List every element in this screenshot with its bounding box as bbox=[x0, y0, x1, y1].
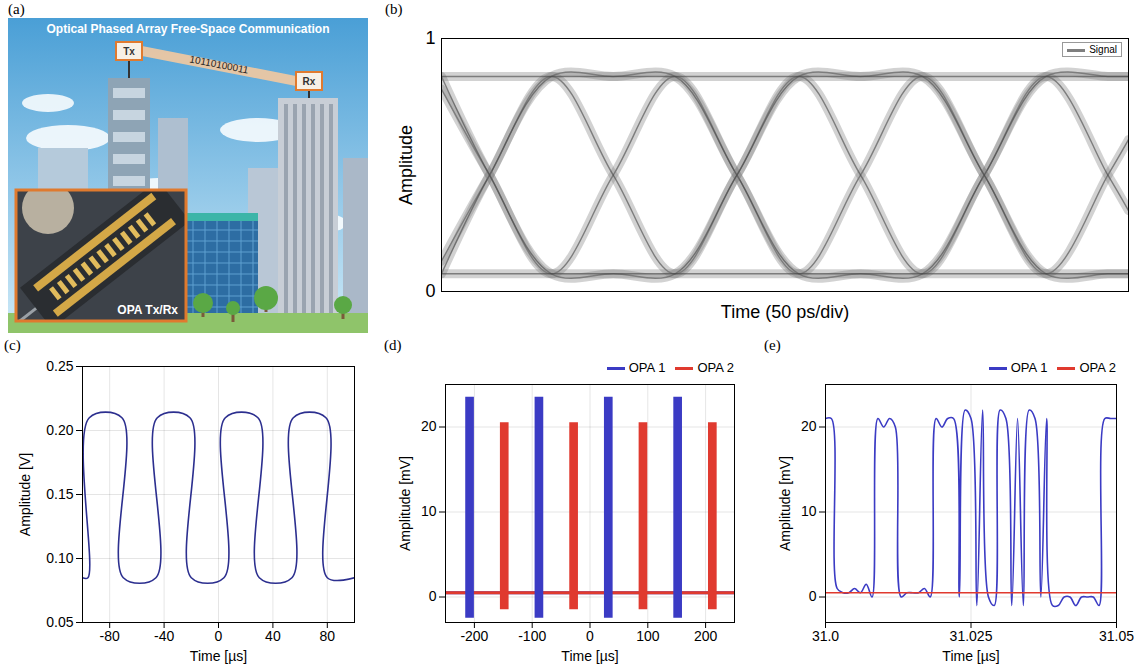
svg-text:100: 100 bbox=[636, 628, 660, 644]
svg-text:0.20: 0.20 bbox=[46, 422, 73, 438]
svg-text:0.05: 0.05 bbox=[46, 614, 73, 630]
svg-text:Time [µs]: Time [µs] bbox=[190, 648, 247, 664]
svg-text:0: 0 bbox=[425, 281, 435, 301]
svg-text:-200: -200 bbox=[460, 628, 488, 644]
svg-text:Time [µs]: Time [µs] bbox=[942, 648, 999, 664]
svg-text:Time (50 ps/div): Time (50 ps/div) bbox=[721, 302, 849, 322]
svg-text:-100: -100 bbox=[518, 628, 546, 644]
html-text:OPA 2: OPA 2 bbox=[697, 360, 734, 375]
svg-text:Amplitude: Amplitude bbox=[396, 125, 416, 205]
svg-text:31.05: 31.05 bbox=[1099, 628, 1134, 644]
html-text:OPA 2: OPA 2 bbox=[1079, 360, 1116, 375]
svg-text:31.025: 31.025 bbox=[950, 628, 993, 644]
html-text:(e): (e) bbox=[764, 337, 781, 353]
svg-text:0.15: 0.15 bbox=[46, 486, 73, 502]
svg-text:OPA Tx/Rx: OPA Tx/Rx bbox=[117, 303, 178, 317]
svg-text:0.25: 0.25 bbox=[46, 358, 73, 374]
svg-text:-80: -80 bbox=[100, 628, 120, 644]
svg-text:40: 40 bbox=[265, 628, 281, 644]
html-text:(c): (c) bbox=[4, 337, 21, 353]
svg-text:0: 0 bbox=[809, 588, 817, 604]
svg-text:-40: -40 bbox=[154, 628, 174, 644]
svg-text:0: 0 bbox=[429, 588, 437, 604]
html-text:OPA 1: OPA 1 bbox=[628, 360, 666, 375]
svg-text:31.0: 31.0 bbox=[812, 628, 839, 644]
svg-text:Rx: Rx bbox=[303, 76, 316, 87]
svg-text:Optical Phased Array Free-Spac: Optical Phased Array Free-Space Communic… bbox=[47, 22, 330, 36]
svg-text:20: 20 bbox=[421, 418, 437, 434]
svg-text:10110100011: 10110100011 bbox=[189, 53, 250, 75]
svg-text:Tx: Tx bbox=[123, 46, 135, 57]
svg-text:Time [µs]: Time [µs] bbox=[561, 648, 618, 664]
svg-text:Amplitude [mV]: Amplitude [mV] bbox=[397, 456, 413, 551]
svg-text:10: 10 bbox=[421, 503, 437, 519]
svg-text:80: 80 bbox=[320, 628, 336, 644]
html-text:(a): (a) bbox=[8, 1, 25, 17]
svg-text:0.10: 0.10 bbox=[46, 550, 73, 566]
svg-text:10: 10 bbox=[801, 503, 817, 519]
svg-text:1: 1 bbox=[425, 28, 435, 48]
svg-text:20: 20 bbox=[801, 418, 817, 434]
html-text:Signal: Signal bbox=[1089, 44, 1117, 55]
html-text:OPA 1: OPA 1 bbox=[1010, 360, 1048, 375]
svg-text:200: 200 bbox=[694, 628, 718, 644]
html-text:(d): (d) bbox=[384, 337, 402, 353]
svg-text:0: 0 bbox=[215, 628, 223, 644]
svg-text:Amplitude [V]: Amplitude [V] bbox=[17, 453, 33, 536]
svg-text:Amplitude [mV]: Amplitude [mV] bbox=[777, 456, 793, 551]
svg-text:0: 0 bbox=[586, 628, 594, 644]
html-text:(b): (b) bbox=[385, 1, 403, 17]
